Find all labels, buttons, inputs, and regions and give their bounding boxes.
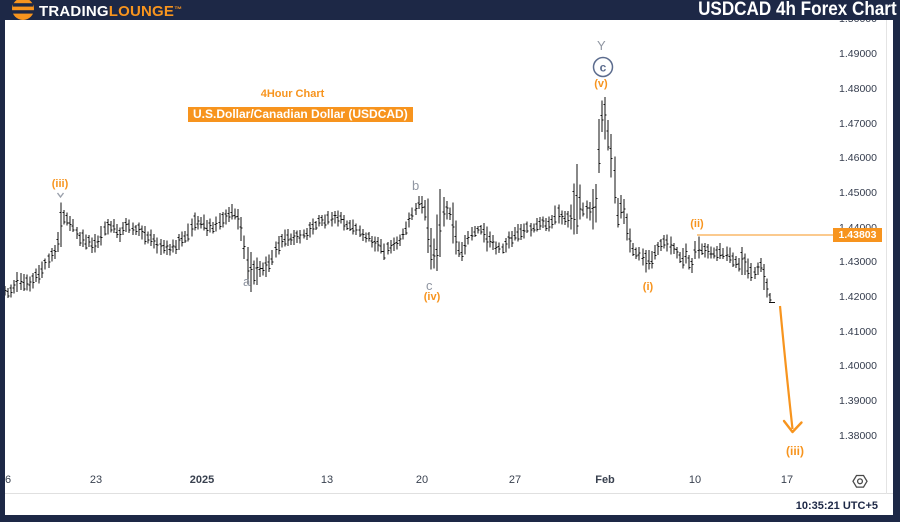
svg-text:c: c: [600, 61, 607, 75]
